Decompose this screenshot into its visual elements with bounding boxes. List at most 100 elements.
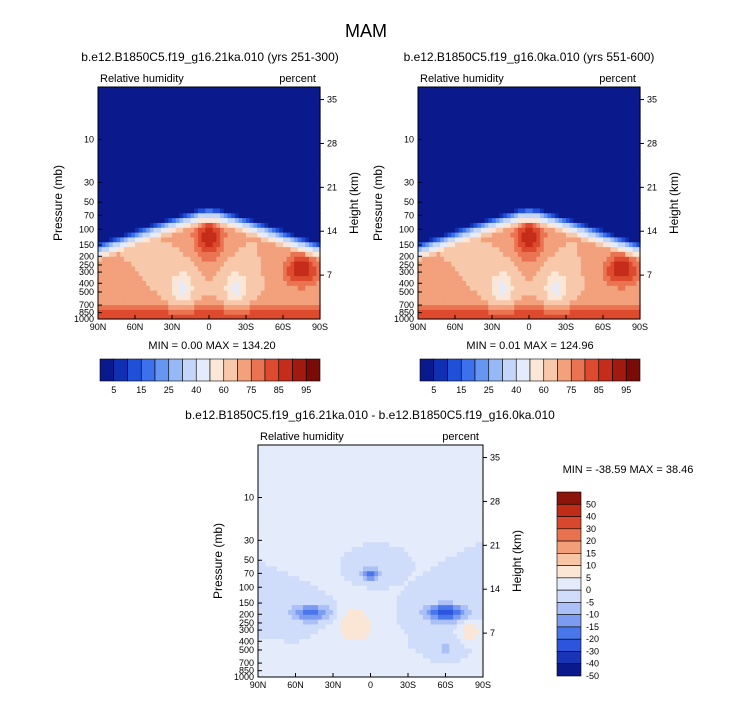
- contour-cell: [432, 154, 438, 161]
- contour-cell: [98, 140, 103, 146]
- contour-cell: [425, 309, 430, 315]
- x-tick-label: 30N: [164, 322, 181, 332]
- contour-cell: [562, 270, 567, 277]
- contour-cell: [168, 111, 173, 117]
- contour-cell: [440, 294, 445, 301]
- contour-cell: [599, 174, 604, 180]
- contour-cell: [621, 236, 626, 243]
- contour-cell: [584, 280, 589, 286]
- contour-cell: [268, 125, 273, 132]
- contour-cell: [506, 280, 512, 286]
- contour-cell: [179, 91, 184, 98]
- contour-cell: [105, 91, 110, 98]
- contour-cell: [503, 174, 508, 180]
- contour-cell: [186, 294, 192, 301]
- contour-cell: [190, 91, 195, 98]
- contour-cell: [146, 159, 151, 165]
- contour-cell: [440, 290, 445, 296]
- contour-cell: [268, 101, 273, 107]
- contour-cell: [469, 174, 475, 180]
- contour-cell: [484, 198, 489, 204]
- contour-cell: [197, 91, 203, 98]
- contour-cell: [209, 241, 214, 248]
- contour-cell: [283, 232, 288, 238]
- contour-cell: [425, 212, 430, 219]
- contour-cell: [246, 174, 251, 180]
- contour-cell: [220, 314, 225, 320]
- contour-cell: [294, 227, 299, 233]
- contour-cell: [418, 159, 423, 165]
- contour-cell: [220, 280, 225, 286]
- contour-cell: [462, 232, 467, 238]
- contour-cell: [246, 120, 251, 127]
- contour-cell: [249, 101, 254, 107]
- contour-cell: [260, 232, 266, 238]
- contour-cell: [135, 236, 140, 243]
- contour-cell: [242, 125, 247, 132]
- contour-cell: [190, 140, 195, 146]
- contour-cell: [432, 178, 438, 185]
- contour-cell: [194, 304, 199, 310]
- contour-cell: [175, 232, 180, 238]
- contour-cell: [595, 280, 600, 286]
- contour-cell: [220, 178, 225, 185]
- contour-cell: [135, 217, 140, 223]
- contour-cell: [279, 246, 284, 252]
- contour-cell: [127, 193, 132, 199]
- contour-cell: [271, 232, 277, 238]
- contour-cell: [123, 178, 129, 185]
- contour-cell: [606, 304, 611, 310]
- contour-cell: [440, 169, 445, 175]
- contour-cell: [253, 217, 258, 223]
- contour-cell: [120, 314, 125, 320]
- contour-cell: [503, 241, 508, 248]
- contour-cell: [157, 120, 162, 127]
- contour-cell: [584, 256, 589, 262]
- contour-cell: [636, 183, 641, 190]
- contour-cell: [451, 198, 456, 204]
- contour-cell: [105, 236, 110, 243]
- contour-cell: [197, 164, 203, 170]
- contour-cell: [131, 111, 136, 117]
- contour-cell: [543, 265, 549, 272]
- contour-cell: [257, 280, 262, 286]
- contour-cell: [160, 294, 166, 301]
- contour-cell: [253, 270, 258, 277]
- contour-cell: [190, 212, 195, 219]
- colorbar-box: [140, 358, 156, 382]
- contour-cell: [551, 217, 556, 223]
- contour-cell: [101, 178, 106, 185]
- contour-cell: [595, 203, 600, 209]
- contour-cell: [521, 207, 526, 214]
- contour-cell: [168, 96, 173, 103]
- contour-cell: [447, 246, 452, 252]
- contour-cell: [492, 304, 497, 310]
- contour-cell: [617, 275, 623, 281]
- contour-cell: [591, 275, 597, 281]
- contour-cell: [264, 159, 269, 165]
- contour-cell: [521, 193, 526, 199]
- contour-cell: [209, 159, 214, 165]
- contour-cell: [197, 154, 203, 161]
- contour-cell: [172, 101, 177, 107]
- contour-cell: [131, 309, 136, 315]
- contour-cell: [469, 203, 475, 209]
- contour-cell: [540, 236, 545, 243]
- contour-cell: [540, 270, 545, 277]
- contour-cell: [290, 91, 295, 98]
- contour-cell: [628, 188, 634, 194]
- contour-cell: [294, 188, 299, 194]
- contour-cell: [253, 314, 258, 320]
- contour-cell: [606, 251, 611, 257]
- contour-cell: [160, 256, 166, 262]
- contour-cell: [514, 174, 519, 180]
- contour-cell: [495, 309, 500, 315]
- contour-cell: [249, 314, 254, 320]
- colorbar-label: 15: [136, 385, 146, 395]
- contour-cell: [577, 203, 582, 209]
- contour-cell: [138, 246, 143, 252]
- contour-cell: [98, 232, 103, 238]
- contour-cell: [109, 203, 114, 209]
- contour-cell: [488, 265, 493, 272]
- contour-cell: [101, 145, 106, 151]
